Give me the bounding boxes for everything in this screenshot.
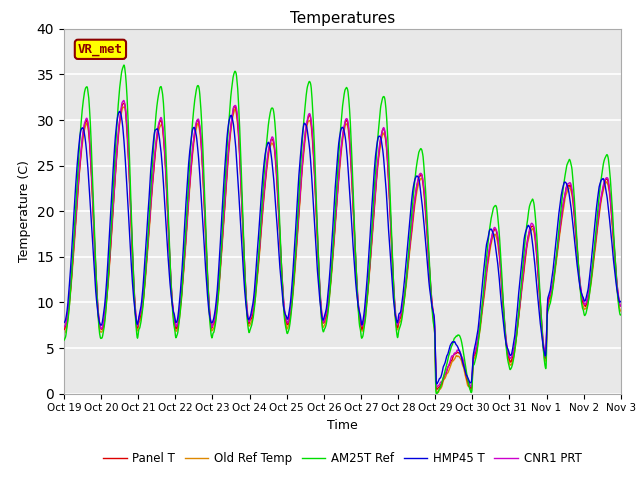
AM25T Ref: [617, 312, 625, 318]
CNR1 PRT: [171, 316, 179, 322]
AM25T Ref: [552, 263, 559, 269]
Panel T: [429, 310, 437, 316]
AM25T Ref: [433, 391, 440, 396]
Panel T: [184, 201, 192, 206]
AM25T Ref: [502, 345, 510, 351]
Panel T: [171, 319, 179, 325]
Panel T: [433, 386, 441, 392]
CNR1 PRT: [120, 97, 127, 103]
Panel T: [502, 339, 510, 345]
HMP45 T: [246, 313, 254, 319]
Title: Temperatures: Temperatures: [290, 11, 395, 26]
CNR1 PRT: [60, 324, 68, 329]
Panel T: [60, 327, 68, 333]
Legend: Panel T, Old Ref Temp, AM25T Ref, HMP45 T, CNR1 PRT: Panel T, Old Ref Temp, AM25T Ref, HMP45 …: [98, 447, 587, 469]
Old Ref Temp: [429, 313, 437, 319]
Line: Panel T: Panel T: [64, 103, 621, 389]
Old Ref Temp: [434, 390, 442, 396]
CNR1 PRT: [502, 338, 510, 344]
CNR1 PRT: [617, 303, 625, 309]
HMP45 T: [617, 299, 625, 304]
Old Ref Temp: [617, 308, 625, 314]
Line: AM25T Ref: AM25T Ref: [64, 65, 621, 394]
HMP45 T: [116, 108, 124, 114]
Panel T: [120, 100, 128, 106]
HMP45 T: [429, 309, 437, 314]
HMP45 T: [552, 244, 559, 250]
CNR1 PRT: [246, 314, 254, 320]
CNR1 PRT: [184, 202, 192, 207]
HMP45 T: [184, 167, 192, 172]
HMP45 T: [433, 381, 440, 387]
Old Ref Temp: [246, 321, 254, 326]
Line: Old Ref Temp: Old Ref Temp: [64, 107, 621, 393]
CNR1 PRT: [433, 384, 441, 390]
Y-axis label: Temperature (C): Temperature (C): [18, 160, 31, 262]
Old Ref Temp: [120, 104, 128, 110]
Old Ref Temp: [60, 330, 68, 336]
Old Ref Temp: [184, 206, 192, 212]
AM25T Ref: [120, 62, 128, 68]
Panel T: [552, 263, 559, 269]
HMP45 T: [171, 313, 179, 319]
HMP45 T: [60, 320, 68, 325]
HMP45 T: [502, 342, 510, 348]
Text: VR_met: VR_met: [78, 43, 123, 56]
Old Ref Temp: [171, 322, 179, 328]
AM25T Ref: [60, 337, 68, 343]
Old Ref Temp: [502, 343, 510, 348]
Panel T: [246, 316, 254, 322]
Line: HMP45 T: HMP45 T: [64, 111, 621, 384]
Old Ref Temp: [552, 266, 559, 272]
Line: CNR1 PRT: CNR1 PRT: [64, 100, 621, 387]
CNR1 PRT: [429, 310, 437, 315]
X-axis label: Time: Time: [327, 419, 358, 432]
CNR1 PRT: [552, 261, 559, 266]
AM25T Ref: [171, 326, 179, 332]
AM25T Ref: [429, 318, 437, 324]
Panel T: [617, 303, 625, 309]
AM25T Ref: [246, 326, 254, 332]
AM25T Ref: [184, 186, 192, 192]
